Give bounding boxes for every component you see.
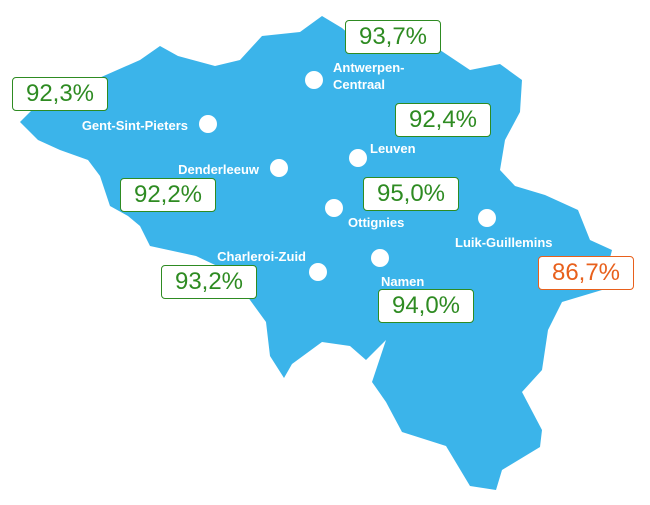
station-name: Charleroi-Zuid (217, 249, 306, 264)
score-label: 92,4% (395, 103, 491, 137)
station-name: Gent-Sint-Pieters (81, 118, 188, 133)
station-dot (371, 249, 389, 267)
station-name: Ottignies (348, 215, 405, 230)
score-label: 93,2% (161, 265, 257, 299)
station-name: Leuven (370, 141, 416, 156)
score-label: 93,7% (345, 20, 441, 54)
score-label: 95,0% (363, 177, 459, 211)
station-dot (325, 199, 343, 217)
station-name: Luik-Guillemins (455, 235, 553, 250)
score-label: 92,2% (120, 178, 216, 212)
station-name: Denderleeuw (178, 162, 259, 177)
station-name: Namen (381, 274, 425, 289)
score-label: 94,0% (378, 289, 474, 323)
score-label: 92,3% (12, 77, 108, 111)
score-label: 86,7% (538, 256, 634, 290)
station-dot (270, 159, 288, 177)
station-dot (199, 115, 217, 133)
station-name: Antwerpen-Centraal (333, 60, 405, 92)
station-dot (478, 209, 496, 227)
station-dot (305, 71, 323, 89)
station-dot (349, 149, 367, 167)
station-dot (309, 263, 327, 281)
